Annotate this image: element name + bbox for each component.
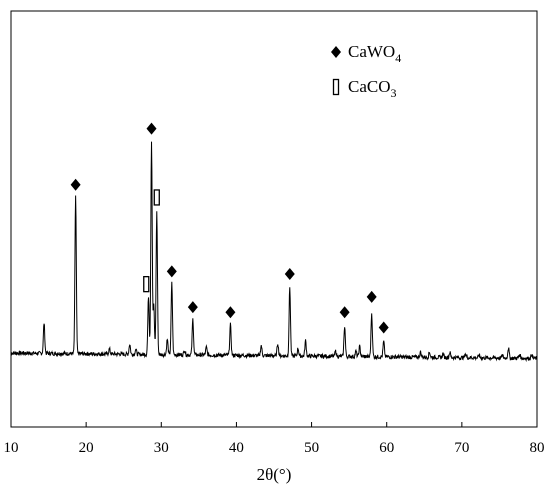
cawo4-peak-marker <box>366 290 377 303</box>
caco3-peak-marker <box>143 275 150 293</box>
x-axis-ticks: 10 20 30 40 50 60 70 80 <box>4 422 545 456</box>
spectrum-line <box>10 141 538 363</box>
legend-label: CaCO3 <box>348 77 397 100</box>
cawo4-peak-marker <box>146 122 157 135</box>
spectrum-series <box>10 141 538 363</box>
x-tick-label: 30 <box>154 440 169 456</box>
cawo4-peak-marker <box>187 301 198 314</box>
x-tick-label: 50 <box>304 440 319 456</box>
peak-markers <box>70 122 389 334</box>
x-axis-title: 2θ(°) <box>257 465 292 484</box>
cawo4-peak-marker <box>166 265 177 278</box>
legend-label: CaWO4 <box>348 42 401 65</box>
legend-caco3-marker <box>332 78 340 96</box>
x-tick-label: 80 <box>530 440 545 456</box>
x-tick-label: 20 <box>79 440 94 456</box>
caco3-peak-marker <box>153 189 160 206</box>
x-tick-label: 70 <box>454 440 469 456</box>
plot-frame <box>10 10 538 428</box>
cawo4-peak-marker <box>378 321 389 334</box>
legend: CaWO4 CaCO3 <box>331 42 401 100</box>
legend-cawo4-marker <box>331 46 341 58</box>
cawo4-peak-marker <box>284 267 295 280</box>
x-tick-label: 10 <box>4 440 19 456</box>
x-tick-label: 40 <box>229 440 244 456</box>
x-tick-label: 60 <box>379 440 394 456</box>
cawo4-peak-marker <box>70 178 81 191</box>
cawo4-peak-marker <box>225 306 236 319</box>
cawo4-peak-marker <box>339 306 350 319</box>
